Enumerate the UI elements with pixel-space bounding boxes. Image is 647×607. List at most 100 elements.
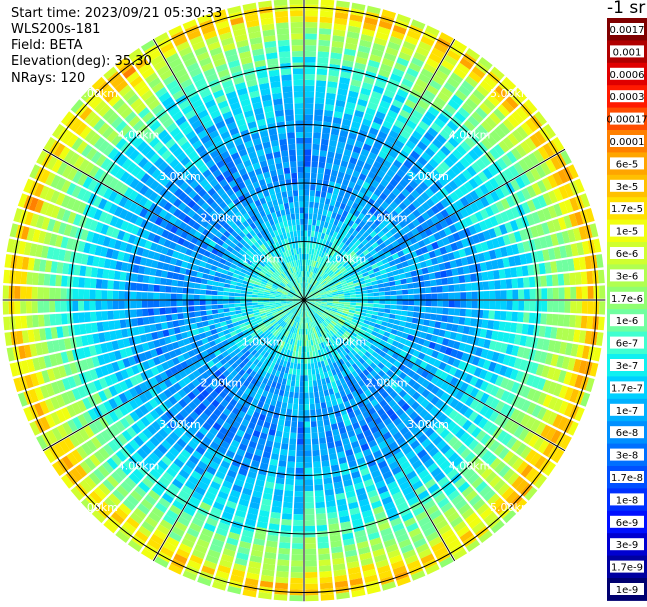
sector-bin xyxy=(222,370,230,378)
sector-bin xyxy=(178,490,191,501)
sector-bin xyxy=(320,372,325,380)
sector-bin xyxy=(489,475,502,488)
sector-bin xyxy=(89,300,96,311)
sector-bin xyxy=(483,511,497,525)
sector-bin xyxy=(285,208,291,215)
sector-bin xyxy=(224,542,237,552)
sector-bin xyxy=(304,79,315,86)
sector-bin xyxy=(247,471,257,479)
sector-bin xyxy=(450,424,462,436)
sector-bin xyxy=(307,316,310,323)
sector-bin xyxy=(214,386,223,395)
sector-bin xyxy=(93,468,106,482)
sector-bin xyxy=(301,305,304,312)
sector-bin xyxy=(252,454,262,463)
sector-bin xyxy=(500,343,508,354)
sector-bin xyxy=(367,489,378,499)
sector-bin xyxy=(339,390,346,398)
sector-bin xyxy=(351,390,359,398)
sector-bin xyxy=(191,435,202,445)
sector-bin xyxy=(150,533,164,546)
sector-bin xyxy=(112,290,119,300)
sector-bin xyxy=(211,290,218,296)
sector-bin xyxy=(296,456,304,463)
sector-bin xyxy=(207,319,215,326)
sector-bin xyxy=(217,304,224,309)
sector-bin xyxy=(471,476,484,489)
sector-bin xyxy=(572,358,582,373)
sector-bin xyxy=(293,363,298,370)
sector-bin xyxy=(274,157,282,164)
sector-bin xyxy=(327,324,333,330)
sector-bin xyxy=(332,303,339,306)
sector-bin xyxy=(304,149,312,156)
sector-bin xyxy=(310,230,315,237)
sector-bin xyxy=(377,386,385,395)
sector-bin xyxy=(161,270,168,278)
sector-bin xyxy=(420,453,431,464)
sector-bin xyxy=(343,400,351,408)
sector-bin xyxy=(389,486,401,496)
sector-bin xyxy=(202,422,212,431)
sector-bin xyxy=(381,382,390,391)
sector-bin xyxy=(312,321,316,327)
sector-bin xyxy=(312,374,317,381)
sector-bin xyxy=(211,309,219,315)
sector-bin xyxy=(326,306,332,309)
sector-bin xyxy=(542,394,553,408)
sector-bin xyxy=(369,334,377,341)
sector-bin xyxy=(457,416,468,427)
sector-bin xyxy=(391,466,402,476)
sector-bin xyxy=(288,196,294,203)
sector-bin xyxy=(314,332,319,339)
sector-bin xyxy=(450,348,459,358)
sector-bin xyxy=(351,440,360,449)
sector-bin xyxy=(217,522,230,532)
sector-bin xyxy=(312,149,320,156)
sector-bin xyxy=(429,366,438,375)
sector-bin xyxy=(331,328,337,335)
sector-bin xyxy=(253,351,260,359)
sector-bin xyxy=(294,97,304,104)
sector-bin xyxy=(295,303,300,309)
sector-bin xyxy=(475,318,483,328)
sector-bin xyxy=(402,549,417,560)
sector-bin xyxy=(343,419,352,427)
sector-bin xyxy=(222,408,231,417)
sector-bin xyxy=(308,328,312,335)
sector-bin xyxy=(510,439,523,453)
sector-bin xyxy=(237,410,246,419)
sector-bin xyxy=(488,361,497,372)
sector-bin xyxy=(321,407,328,415)
sector-bin xyxy=(326,303,333,306)
sector-bin xyxy=(265,331,272,337)
sector-bin xyxy=(430,335,439,343)
sector-bin xyxy=(292,368,297,375)
sector-bin xyxy=(217,490,229,500)
sector-bin xyxy=(200,284,207,290)
sector-bin xyxy=(95,289,102,300)
sector-bin xyxy=(335,445,344,453)
sector-bin xyxy=(246,300,252,303)
sector-bin xyxy=(381,321,388,327)
sector-bin xyxy=(336,397,343,405)
sector-bin xyxy=(263,557,276,565)
sector-bin xyxy=(297,357,301,364)
sector-bin xyxy=(309,248,312,255)
sector-bin xyxy=(286,361,291,368)
sector-bin xyxy=(295,304,301,309)
sector-bin xyxy=(140,498,154,511)
sector-bin xyxy=(526,402,537,415)
sector-bin xyxy=(231,520,244,530)
sector-bin xyxy=(337,309,344,313)
sector-bin xyxy=(570,301,577,314)
sector-bin xyxy=(273,205,280,212)
sector-bin xyxy=(280,530,291,538)
sector-bin xyxy=(457,325,465,334)
sector-bin xyxy=(323,115,333,123)
sector-bin xyxy=(292,321,296,327)
sector-bin xyxy=(412,382,421,391)
sector-bin xyxy=(427,416,437,427)
sector-bin xyxy=(516,346,525,358)
sector-bin xyxy=(89,289,96,300)
